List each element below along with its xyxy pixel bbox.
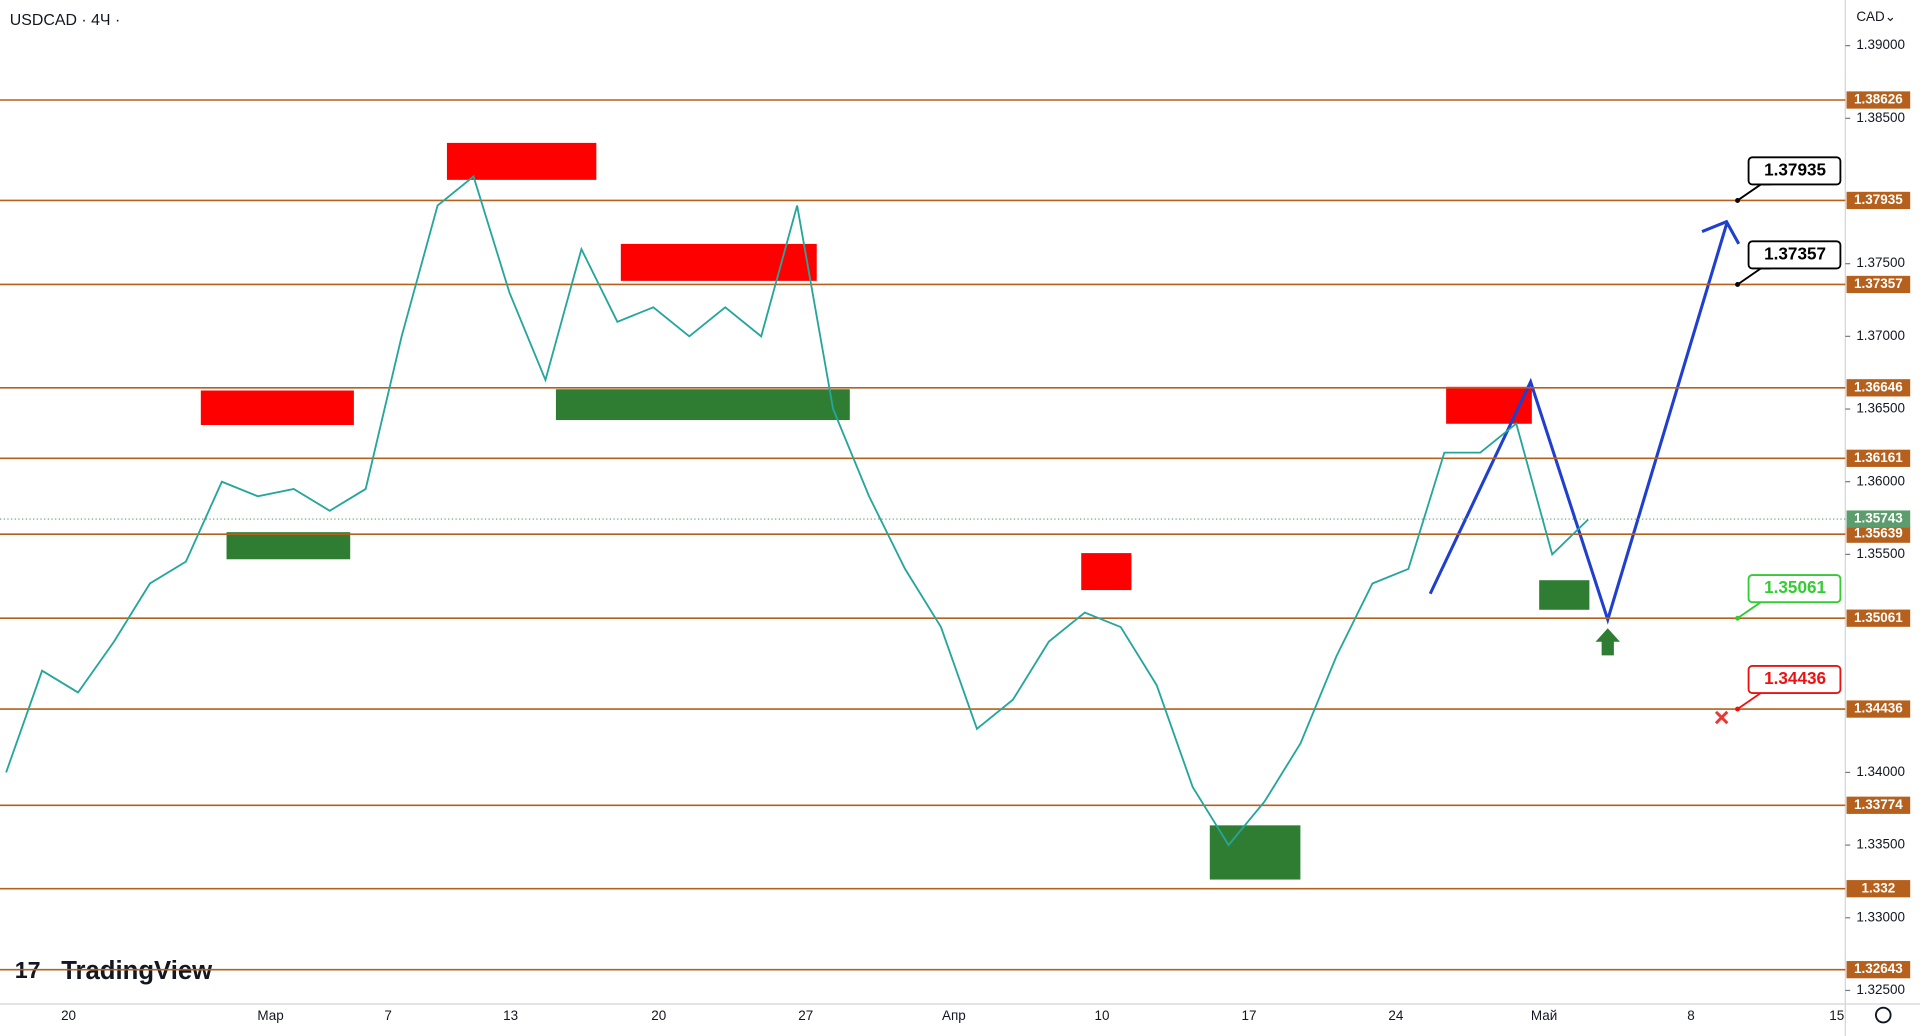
demand-zone — [1209, 825, 1301, 880]
last-price-label: 1.35743 — [1854, 511, 1903, 526]
level-tag — [1846, 796, 1911, 814]
price-path — [5, 174, 1589, 847]
callout-label: 1.37935 — [1764, 159, 1826, 179]
x-tick-label: Апр — [942, 1008, 966, 1023]
y-tick-label: 1.34000 — [1856, 764, 1905, 779]
y-tick-label: 1.36000 — [1856, 473, 1905, 488]
supply-zone — [446, 142, 597, 180]
level-label: 1.36161 — [1854, 450, 1903, 465]
forecast-arrow — [1701, 219, 1741, 245]
y-tick-label: 1.39000 — [1856, 37, 1905, 52]
x-tick-label: Мар — [257, 1008, 283, 1023]
y-tick-label: 1.33500 — [1856, 837, 1905, 852]
x-tick-label: 17 — [1241, 1008, 1256, 1023]
supply-zone — [1081, 553, 1132, 591]
forecast-path — [1428, 223, 1728, 625]
zones — [200, 142, 1590, 880]
callout-box — [1747, 574, 1842, 604]
logo: TradingView — [61, 957, 213, 985]
x-tick-label: 20 — [651, 1008, 666, 1023]
y-tick-label: 1.37000 — [1856, 328, 1905, 343]
level-label: 1.38626 — [1854, 92, 1903, 107]
y-tick-label: 1.35500 — [1856, 546, 1905, 561]
y-tick-label: 1.38500 — [1856, 110, 1905, 125]
level-label: 1.35639 — [1854, 526, 1903, 541]
level-tag — [1846, 275, 1911, 294]
level-label: 1.37935 — [1854, 192, 1903, 207]
demand-zone — [555, 389, 850, 421]
level-label: 1.32643 — [1854, 961, 1903, 976]
level-tag — [1846, 449, 1911, 467]
y-tick-label: 1.32500 — [1856, 982, 1905, 997]
y-tick-label: 1.37500 — [1856, 255, 1905, 270]
x-tick-label: Май — [1531, 1008, 1557, 1023]
up-arrow — [1595, 628, 1620, 656]
demand-zone — [226, 532, 351, 560]
level-label: 1.35061 — [1854, 610, 1903, 625]
level-tag — [1846, 525, 1911, 543]
x-tick-label: 10 — [1095, 1008, 1110, 1023]
x-tick-label: 24 — [1388, 1008, 1403, 1023]
x-tick-label: 20 — [61, 1008, 76, 1023]
supply-zone — [1446, 386, 1532, 424]
level-tag — [1846, 191, 1911, 210]
supply-zone — [200, 390, 354, 425]
x-tick-label: 13 — [503, 1008, 518, 1023]
supply-zone — [620, 243, 817, 281]
x-tick-label: 15 — [1829, 1008, 1844, 1023]
x-tick-label: 8 — [1687, 1008, 1694, 1023]
level-label: 1.332 — [1862, 880, 1896, 895]
x-tick-label: 27 — [798, 1008, 813, 1023]
symbol: USDCAD · 4Ч · — [10, 12, 120, 29]
demand-zone — [1539, 580, 1590, 610]
x-tick-label: 7 — [384, 1008, 391, 1023]
level-label: 1.37357 — [1854, 276, 1903, 291]
callout-box — [1747, 240, 1842, 270]
level-tag — [1846, 880, 1911, 898]
y-tick-label: 1.36500 — [1856, 401, 1905, 416]
callout-label: 1.35061 — [1764, 577, 1826, 597]
settings-button[interactable] — [1875, 1006, 1892, 1024]
level-label: 1.36646 — [1854, 379, 1903, 394]
level-tag — [1846, 700, 1911, 718]
level-tag — [1846, 91, 1911, 109]
callout-box — [1747, 156, 1842, 186]
level-label: 1.34436 — [1854, 701, 1903, 716]
callout-label: 1.34436 — [1764, 668, 1826, 688]
stop-mark: × — [1714, 703, 1730, 733]
currency: CAD⌄ — [1856, 9, 1896, 24]
level-tag — [1846, 961, 1911, 979]
last-price-tag — [1846, 510, 1911, 528]
callout-box — [1747, 665, 1842, 694]
callout-label: 1.37357 — [1764, 243, 1826, 263]
y-tick-label: 1.33000 — [1856, 909, 1905, 924]
level-label: 1.33774 — [1854, 797, 1903, 812]
level-tag — [1846, 379, 1911, 397]
level-tag — [1846, 609, 1911, 627]
